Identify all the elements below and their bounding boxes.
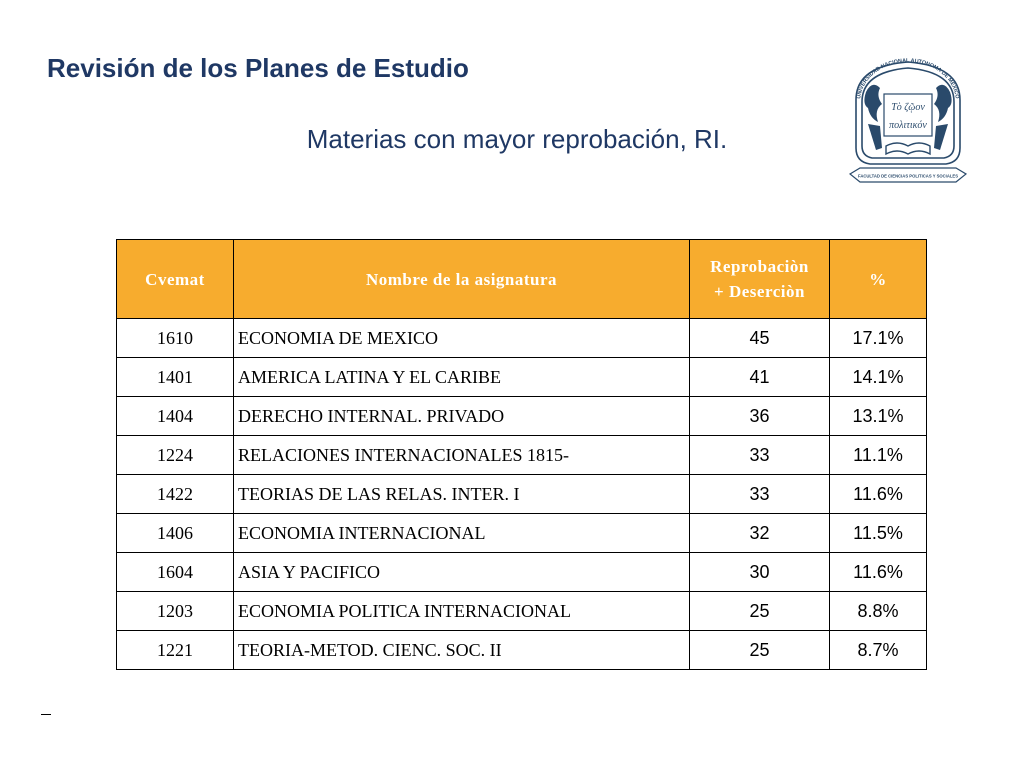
cell-code: 1604 xyxy=(116,552,234,592)
slide-subtitle-row: Materias con mayor reprobación, RI. xyxy=(0,124,1024,155)
cell-reprobation: 45 xyxy=(689,318,830,358)
cell-code: 1221 xyxy=(116,630,234,670)
table-row: 1401 AMERICA LATINA Y EL CARIBE 41 14.1% xyxy=(116,357,927,397)
cell-code: 1406 xyxy=(116,513,234,553)
cell-subject-name: ECONOMIA INTERNACIONAL xyxy=(233,513,690,553)
cell-code: 1401 xyxy=(116,357,234,397)
cell-percent: 11.1% xyxy=(829,435,927,475)
header-name: Nombre de la asignatura xyxy=(233,239,690,319)
cell-reprobation: 36 xyxy=(689,396,830,436)
cell-reprobation: 33 xyxy=(689,474,830,514)
table-row: 1221 TEORIA-METOD. CIENC. SOC. II 25 8.7% xyxy=(116,630,927,670)
cell-percent: 17.1% xyxy=(829,318,927,358)
cell-code: 1610 xyxy=(116,318,234,358)
cell-code: 1422 xyxy=(116,474,234,514)
table-row: 1610 ECONOMIA DE MEXICO 45 17.1% xyxy=(116,318,927,358)
failure-rates-table: Cvemat Nombre de la asignatura Reprobaci… xyxy=(116,239,927,670)
emblem-motto-line2: πολιτικόν xyxy=(889,120,927,131)
cell-percent: 14.1% xyxy=(829,357,927,397)
cell-code: 1224 xyxy=(116,435,234,475)
table-header-row: Cvemat Nombre de la asignatura Reprobaci… xyxy=(116,239,927,319)
table-row: 1406 ECONOMIA INTERNACIONAL 32 11.5% xyxy=(116,513,927,553)
cell-code: 1404 xyxy=(116,396,234,436)
table-row: 1404 DERECHO INTERNAL. PRIVADO 36 13.1% xyxy=(116,396,927,436)
emblem-motto-line1: Τὸ ζῷον xyxy=(891,102,925,113)
table-row: 1604 ASIA Y PACIFICO 30 11.6% xyxy=(116,552,927,592)
cell-percent: 8.8% xyxy=(829,591,927,631)
cell-percent: 11.6% xyxy=(829,552,927,592)
table-row: 1224 RELACIONES INTERNACIONALES 1815- 33 11… xyxy=(116,435,927,475)
cell-reprobation: 33 xyxy=(689,435,830,475)
cell-reprobation: 25 xyxy=(689,630,830,670)
table-row: 1422 TEORIAS DE LAS RELAS. INTER. I 33 11.6… xyxy=(116,474,927,514)
header-percent: % xyxy=(829,239,927,319)
cell-subject-name: ECONOMIA DE MEXICO xyxy=(233,318,690,358)
cell-reprobation: 41 xyxy=(689,357,830,397)
emblem-ribbon-text: FACULTAD DE CIENCIAS POLITICAS Y SOCIALE… xyxy=(858,174,958,179)
footer-dash xyxy=(41,714,51,715)
cell-percent: 11.6% xyxy=(829,474,927,514)
header-reprobation-line1: Reprobaciòn xyxy=(710,257,809,276)
cell-subject-name: TEORIAS DE LAS RELAS. INTER. I xyxy=(233,474,690,514)
table-row: 1203 ECONOMIA POLITICA INTERNACIONAL 25 8.8… xyxy=(116,591,927,631)
cell-subject-name: TEORIA-METOD. CIENC. SOC. II xyxy=(233,630,690,670)
cell-percent: 13.1% xyxy=(829,396,927,436)
cell-subject-name: RELACIONES INTERNACIONALES 1815- xyxy=(233,435,690,475)
cell-reprobation: 30 xyxy=(689,552,830,592)
cell-percent: 11.5% xyxy=(829,513,927,553)
cell-subject-name: AMERICA LATINA Y EL CARIBE xyxy=(233,357,690,397)
cell-reprobation: 25 xyxy=(689,591,830,631)
header-reprobation: Reprobaciòn + Deserciòn xyxy=(689,239,830,319)
cell-percent: 8.7% xyxy=(829,630,927,670)
header-reprobation-line2: + Deserciòn xyxy=(714,282,805,301)
cell-subject-name: ASIA Y PACIFICO xyxy=(233,552,690,592)
cell-code: 1203 xyxy=(116,591,234,631)
university-emblem-logo: UNIVERSIDAD NACIONAL AUTONOMA DE MEXICO … xyxy=(848,58,968,183)
cell-subject-name: DERECHO INTERNAL. PRIVADO xyxy=(233,396,690,436)
cell-subject-name: ECONOMIA POLITICA INTERNACIONAL xyxy=(233,591,690,631)
cell-reprobation: 32 xyxy=(689,513,830,553)
slide-title: Revisión de los Planes de Estudio xyxy=(47,53,469,83)
slide-subtitle: Materias con mayor reprobación, RI. xyxy=(306,124,728,154)
header-code: Cvemat xyxy=(116,239,234,319)
